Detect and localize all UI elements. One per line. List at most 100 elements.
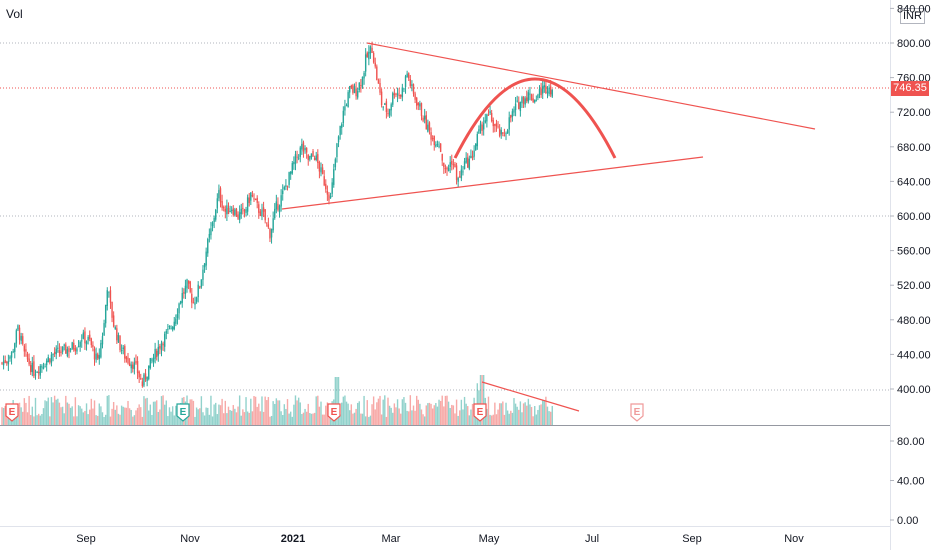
- volume-bar: [101, 412, 104, 425]
- volume-bar: [125, 407, 128, 425]
- candle-body: [403, 88, 405, 90]
- candle-body: [135, 360, 137, 364]
- lower-trendline[interactable]: [281, 156, 704, 210]
- volume-bar: [537, 409, 539, 425]
- volume-bar: [490, 415, 493, 425]
- candle-body: [425, 115, 427, 130]
- candle-body: [9, 356, 11, 359]
- volume-bar: [468, 415, 471, 425]
- volume-bar: [173, 415, 175, 425]
- candle-body: [28, 358, 30, 365]
- volume-bar: [68, 403, 70, 425]
- time-tick-label: Sep: [76, 533, 96, 545]
- candle-body: [152, 357, 155, 362]
- volume-series: [1, 375, 553, 425]
- candle-body: [341, 124, 343, 128]
- price-axis: 840.00800.00760.00720.00680.00640.00600.…: [890, 3, 931, 396]
- candle-body: [179, 301, 182, 304]
- candle-body: [280, 195, 282, 207]
- earnings-label: E: [9, 407, 16, 418]
- volume-bar: [44, 400, 46, 425]
- volume-bar: [419, 403, 421, 425]
- candle-body: [191, 293, 193, 303]
- candle-body: [484, 120, 486, 123]
- volume-bar: [243, 412, 246, 425]
- candle-body: [274, 208, 276, 219]
- earnings-marker[interactable]: E: [5, 403, 19, 422]
- candle-body: [492, 120, 494, 127]
- rounding-top-arc[interactable]: [453, 77, 617, 159]
- candle-body: [416, 97, 418, 106]
- candle-body: [41, 366, 43, 368]
- volume-bar: [516, 406, 518, 425]
- candle-body: [23, 345, 26, 352]
- candle-body: [364, 54, 367, 72]
- candle-body: [168, 326, 171, 328]
- candle-body: [478, 129, 480, 134]
- candle-body: [446, 167, 448, 170]
- volume-bar: [22, 411, 24, 425]
- earnings-marker[interactable]: E: [630, 403, 644, 422]
- candle-body: [1, 362, 3, 364]
- candle-body: [546, 91, 549, 94]
- volume-bar: [360, 413, 362, 425]
- candle-body: [463, 161, 466, 169]
- volume-bar: [31, 406, 34, 425]
- candle-body: [334, 159, 337, 168]
- candle-body: [36, 372, 38, 374]
- candle-body: [17, 325, 19, 330]
- candle-body: [25, 349, 27, 352]
- candle-body: [173, 321, 175, 330]
- volume-bar: [376, 402, 378, 425]
- earnings-marker[interactable]: E: [473, 403, 487, 422]
- candle-body: [125, 356, 128, 360]
- candle-body: [286, 185, 289, 187]
- candle-body: [269, 228, 271, 239]
- candle-body: [360, 85, 362, 87]
- earnings-marker[interactable]: E: [176, 403, 190, 422]
- volume-bar: [148, 410, 150, 425]
- volume-bar: [529, 404, 531, 425]
- candle-body: [254, 198, 257, 200]
- candle-body: [207, 239, 209, 254]
- volume-bar: [366, 400, 368, 425]
- candle-body: [93, 348, 96, 360]
- candlestick-series[interactable]: [1, 41, 553, 388]
- candle-body: [112, 315, 115, 327]
- time-tick-label: Nov: [784, 533, 804, 545]
- currency-badge[interactable]: INR: [900, 8, 925, 24]
- candle-body: [401, 87, 404, 98]
- candle-body: [230, 209, 233, 211]
- candle-body: [522, 96, 525, 104]
- candle-body: [526, 97, 528, 102]
- volume-bar: [345, 401, 348, 425]
- candle-body: [398, 95, 400, 97]
- upper-trendline[interactable]: [366, 42, 816, 130]
- candle-body: [211, 222, 214, 227]
- volume-bar: [398, 408, 400, 425]
- candle-body: [197, 284, 199, 298]
- candle-body: [270, 228, 273, 238]
- candle-body: [215, 209, 217, 220]
- volume-bar: [159, 409, 161, 425]
- candle-body: [294, 154, 297, 164]
- volume-bar: [270, 415, 273, 425]
- candle-body: [89, 334, 91, 339]
- candle-body: [285, 185, 287, 187]
- volume-bar: [149, 404, 152, 425]
- volume-bar: [210, 395, 212, 425]
- volume-bar: [248, 412, 250, 425]
- volume-bar: [283, 404, 286, 425]
- volume-bar: [278, 400, 281, 425]
- candle-body: [186, 279, 188, 289]
- volume-bar: [430, 403, 432, 425]
- candle-body: [208, 233, 211, 238]
- volume-bar: [280, 411, 282, 425]
- volume-trendline[interactable]: [481, 381, 580, 412]
- volume-bar: [313, 412, 316, 425]
- volume-bar: [224, 400, 226, 425]
- candle-body: [542, 86, 544, 94]
- earnings-marker[interactable]: E: [327, 403, 341, 422]
